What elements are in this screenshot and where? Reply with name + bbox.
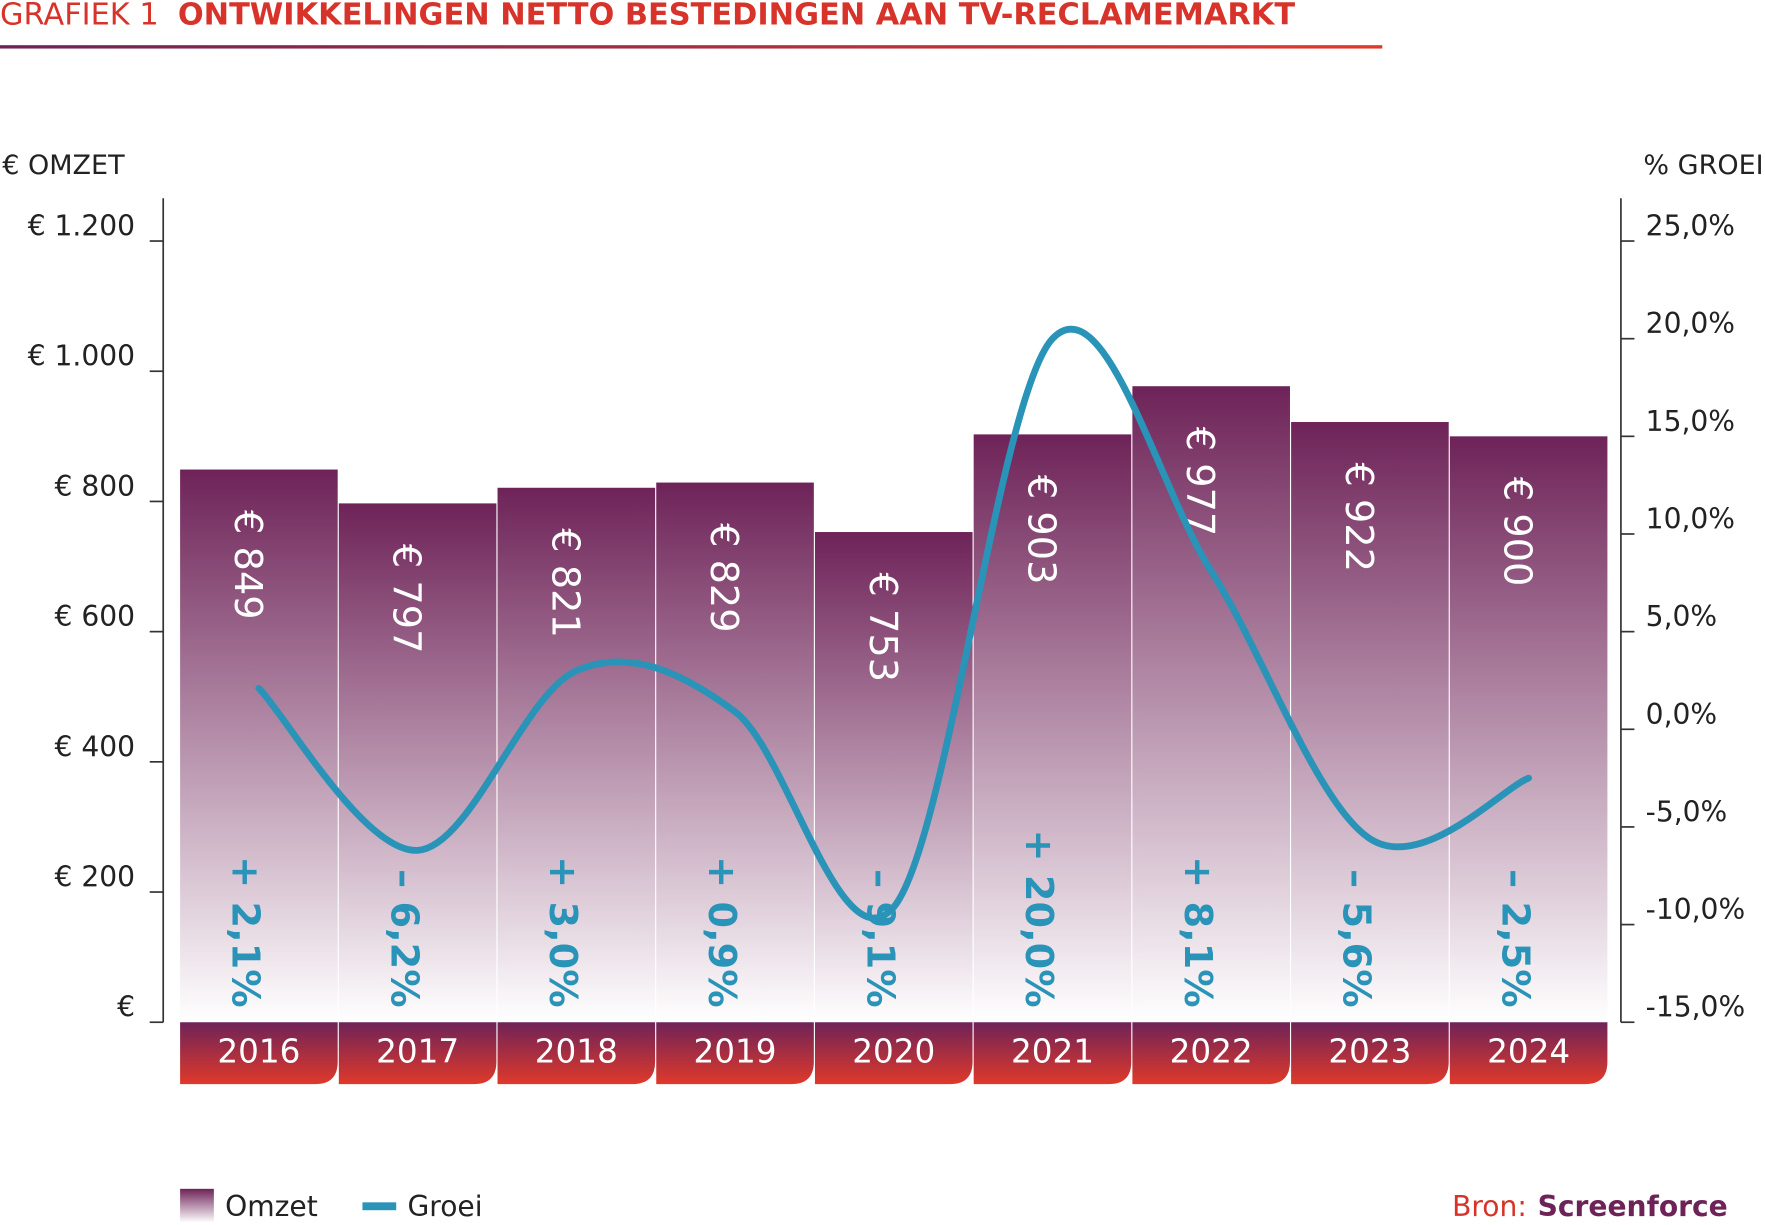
bar-value-label: € 903 [1018,475,1063,585]
year-box [814,1022,973,1085]
line-value-label: + 2,1% [223,856,268,1008]
bar [338,503,497,1023]
bar [1449,436,1608,1023]
year-box [1449,1022,1608,1085]
x-tick-label: 2018 [535,1033,618,1071]
bar-value-label: € 922 [1336,463,1381,573]
y2-tick-label: 20,0% [1646,307,1735,340]
y2-tick-label: 10,0% [1646,502,1735,535]
year-box [338,1022,497,1085]
bar-value-label: € 753 [860,573,905,683]
source: Screenforce [1538,1190,1728,1223]
y2-tick-label: 15,0% [1646,405,1735,438]
y-tick-label: € 200 [55,861,136,894]
y-axis-label: € OMZET [2,150,125,181]
x-tick-label: 2019 [694,1033,777,1071]
line-value-label: + 8,1% [1175,856,1220,1008]
line-value-label: – 5,6% [1334,869,1379,1008]
x-tick-label: 2016 [217,1033,300,1071]
line [255,325,1532,922]
bar [1132,386,1290,1023]
chart-title: ONTWIKKELINGEN NETTO BESTEDINGEN AAN TV-… [178,0,1295,32]
bar-value-label: € 821 [542,528,587,638]
x-tick-label: 2024 [1487,1033,1570,1071]
y2-tick-label: -10,0% [1646,893,1746,926]
x-tick-label: 2023 [1328,1033,1411,1071]
y2-tick-label: 5,0% [1646,600,1717,633]
bar [1291,422,1449,1023]
source-label: Bron: [1452,1190,1527,1223]
bar-value-label: € 849 [225,510,270,620]
bar-value-label: € 900 [1495,477,1540,587]
year-box [656,1022,814,1085]
y2-tick-label: -15,0% [1646,991,1746,1024]
year-box [1132,1022,1290,1085]
x-tick-label: 2017 [376,1033,459,1071]
bar [656,482,814,1023]
legend-swatch [180,1188,214,1223]
x-tick-label: 2020 [852,1033,935,1071]
y-tick-label: € 800 [55,470,136,503]
y-tick-label: € 1.000 [28,340,135,373]
y-tick-label: € 400 [55,730,136,763]
bar [180,469,338,1023]
line-value-label: – 6,2% [381,869,426,1008]
x-tick-label: 2022 [1170,1033,1253,1071]
line-value-label: + 20,0% [1016,829,1061,1007]
x-tick-label: 2021 [1011,1033,1094,1071]
y-tick-label: € 600 [55,600,136,633]
legend-label: Omzet [225,1190,318,1223]
title-rule [0,45,1383,49]
bar [497,487,656,1023]
y-tick-label: € [117,991,135,1024]
line-value-label: + 0,9% [699,856,744,1008]
y-tick-label: € 1.200 [28,210,135,243]
y2-tick-label: -5,0% [1646,795,1728,828]
legend-swatch [362,1202,397,1211]
line-value-label: – 9,1% [857,869,902,1008]
title-prefix: GRAFIEK 1 [0,0,159,32]
bar-value-label: € 797 [384,544,429,654]
year-box [497,1022,656,1085]
legend-label: Groei [407,1190,482,1223]
y2-tick-label: 0,0% [1646,698,1717,731]
bar [973,434,1132,1023]
bar [814,532,973,1023]
year-box [973,1022,1132,1085]
bar-value-label: € 829 [701,523,746,633]
year-box [1291,1022,1449,1085]
year-box [180,1022,338,1085]
line-value-label: – 2,5% [1492,869,1537,1008]
y2-tick-label: 25,0% [1646,210,1735,243]
y2-axis-label: % GROEI [1643,150,1763,181]
line-value-label: + 3,0% [540,856,585,1008]
